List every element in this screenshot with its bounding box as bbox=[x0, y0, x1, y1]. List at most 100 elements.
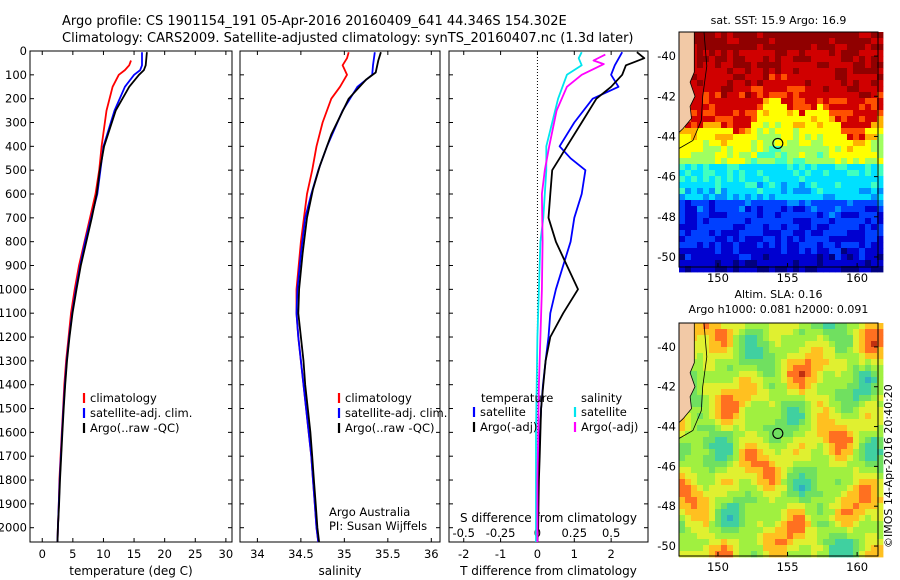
field-cell bbox=[733, 395, 740, 402]
field-cell bbox=[757, 395, 764, 402]
field-cell bbox=[853, 419, 860, 426]
field-cell bbox=[679, 152, 686, 159]
x-tick-label: 34 bbox=[250, 547, 265, 561]
field-cell bbox=[733, 224, 740, 231]
field-cell bbox=[691, 545, 698, 552]
field-cell bbox=[781, 509, 788, 516]
field-cell bbox=[799, 32, 806, 39]
field-cell bbox=[691, 371, 698, 378]
field-cell bbox=[751, 56, 758, 63]
field-cell bbox=[691, 236, 698, 243]
field-cell bbox=[685, 260, 692, 267]
field-cell bbox=[811, 266, 818, 273]
field-cell bbox=[847, 533, 854, 540]
field-cell bbox=[835, 503, 842, 510]
field-cell bbox=[721, 266, 728, 273]
field-cell bbox=[721, 170, 728, 177]
field-cell bbox=[823, 98, 830, 105]
field-cell bbox=[685, 176, 692, 183]
field-cell bbox=[697, 485, 704, 492]
field-cell bbox=[805, 164, 812, 171]
field-cell bbox=[877, 353, 884, 360]
field-cell bbox=[733, 491, 740, 498]
field-cell bbox=[799, 134, 806, 141]
field-cell bbox=[727, 218, 734, 225]
field-cell bbox=[793, 539, 800, 546]
field-cell bbox=[793, 425, 800, 432]
field-cell bbox=[847, 230, 854, 237]
field-cell bbox=[871, 497, 878, 504]
field-cell bbox=[871, 212, 878, 219]
field-cell bbox=[697, 98, 704, 105]
field-cell bbox=[727, 230, 734, 237]
field-cell bbox=[763, 323, 770, 330]
field-cell bbox=[853, 371, 860, 378]
field-cell bbox=[865, 407, 872, 414]
field-cell bbox=[769, 146, 776, 153]
field-cell bbox=[733, 200, 740, 207]
field-cell bbox=[703, 341, 710, 348]
field-cell bbox=[835, 230, 842, 237]
field-cell bbox=[763, 200, 770, 207]
field-cell bbox=[757, 413, 764, 420]
field-cell bbox=[817, 341, 824, 348]
field-cell bbox=[805, 134, 812, 141]
field-cell bbox=[823, 491, 830, 498]
field-cell bbox=[763, 86, 770, 93]
field-cell bbox=[739, 86, 746, 93]
field-cell bbox=[721, 551, 728, 558]
field-cell bbox=[817, 56, 824, 63]
field-cell bbox=[787, 323, 794, 330]
field-cell bbox=[739, 551, 746, 558]
field-cell bbox=[811, 461, 818, 468]
field-cell bbox=[853, 551, 860, 558]
field-cell bbox=[697, 389, 704, 396]
field-cell bbox=[823, 86, 830, 93]
field-cell bbox=[685, 212, 692, 219]
field-cell bbox=[829, 236, 836, 243]
field-cell bbox=[835, 146, 842, 153]
field-cell bbox=[871, 551, 878, 558]
field-cell bbox=[847, 176, 854, 183]
field-cell bbox=[751, 341, 758, 348]
field-cell bbox=[793, 467, 800, 474]
field-cell bbox=[829, 479, 836, 486]
field-cell bbox=[685, 152, 692, 159]
map-subtitle: Argo h1000: 0.081 h2000: 0.091 bbox=[689, 303, 869, 316]
field-cell bbox=[703, 212, 710, 219]
field-cell bbox=[769, 419, 776, 426]
field-cell bbox=[781, 407, 788, 414]
field-cell bbox=[763, 44, 770, 51]
field-cell bbox=[733, 32, 740, 39]
field-cell bbox=[811, 515, 818, 522]
field-cell bbox=[739, 515, 746, 522]
field-cell bbox=[841, 110, 848, 117]
field-cell bbox=[745, 62, 752, 69]
field-cell bbox=[835, 467, 842, 474]
field-cell bbox=[763, 248, 770, 255]
field-cell bbox=[757, 38, 764, 45]
field-cell bbox=[775, 515, 782, 522]
field-cell bbox=[811, 485, 818, 492]
field-cell bbox=[829, 401, 836, 408]
plot-frame bbox=[239, 50, 441, 543]
field-cell bbox=[799, 176, 806, 183]
field-cell bbox=[805, 407, 812, 414]
field-cell bbox=[709, 140, 716, 147]
field-cell bbox=[853, 479, 860, 486]
field-cell bbox=[841, 479, 848, 486]
field-cell bbox=[823, 80, 830, 87]
field-cell bbox=[811, 56, 818, 63]
field-cell bbox=[721, 68, 728, 75]
field-cell bbox=[823, 116, 830, 123]
map-frame bbox=[678, 322, 879, 557]
field-cell bbox=[691, 182, 698, 189]
field-cell bbox=[811, 449, 818, 456]
field-cell bbox=[751, 158, 758, 165]
field-cell bbox=[811, 182, 818, 189]
x-axis-label: temperature (deg C) bbox=[69, 564, 192, 578]
depth-tick-label: 1100 bbox=[0, 306, 27, 320]
field-cell bbox=[709, 485, 716, 492]
field-cell bbox=[751, 443, 758, 450]
field-cell bbox=[715, 467, 722, 474]
